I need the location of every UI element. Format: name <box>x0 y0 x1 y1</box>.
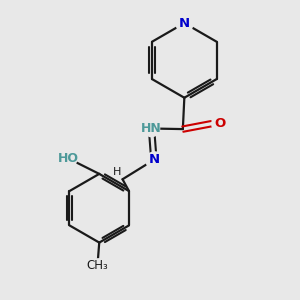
Text: N: N <box>179 16 190 30</box>
Text: H: H <box>113 167 121 177</box>
Text: HO: HO <box>57 152 78 166</box>
Text: O: O <box>214 117 225 130</box>
Text: N: N <box>148 153 159 167</box>
Text: CH₃: CH₃ <box>87 259 109 272</box>
Text: HN: HN <box>141 122 162 135</box>
